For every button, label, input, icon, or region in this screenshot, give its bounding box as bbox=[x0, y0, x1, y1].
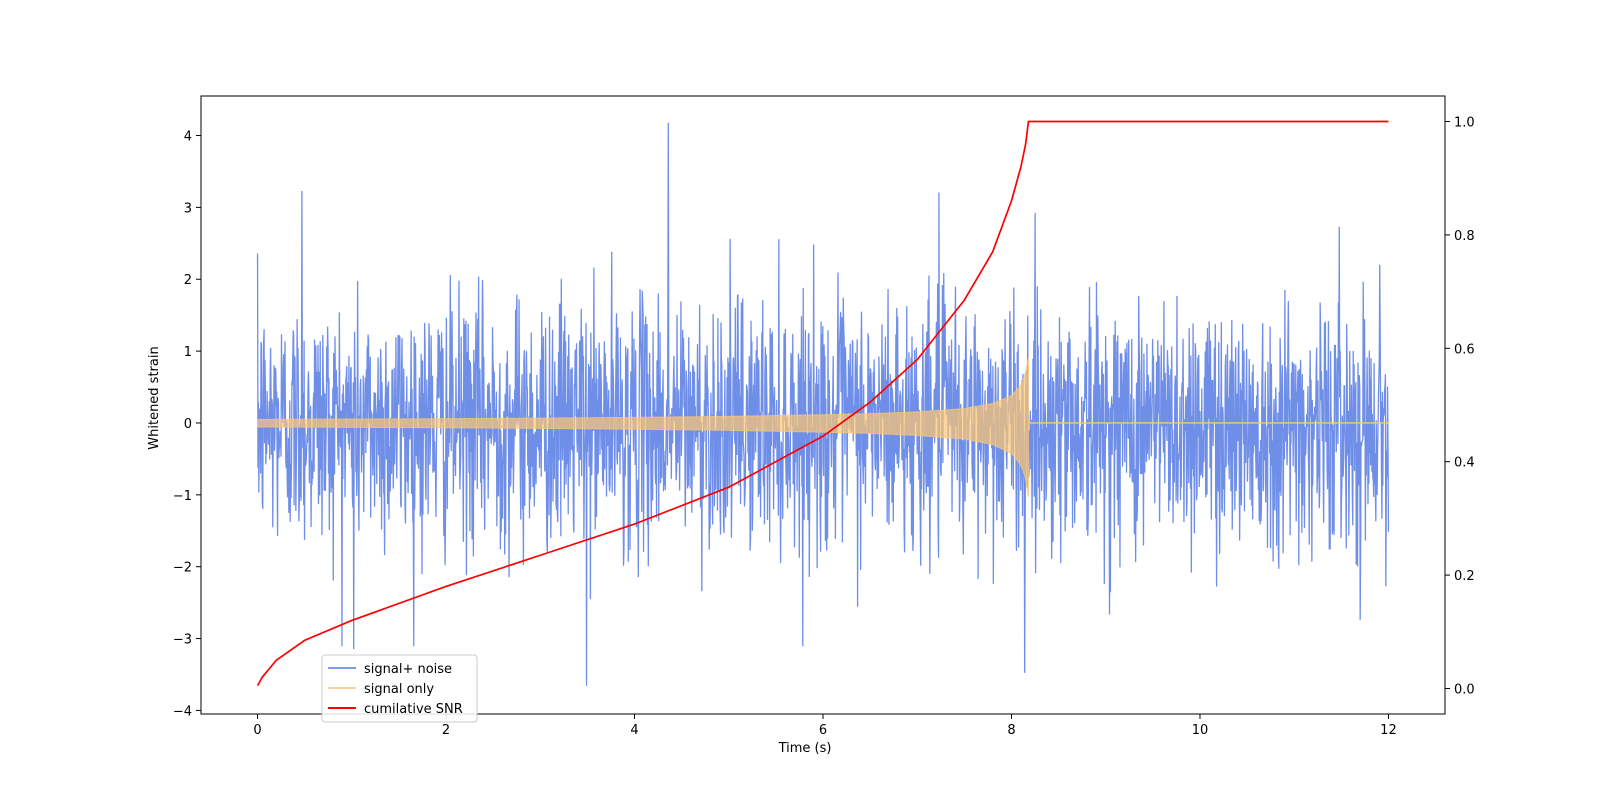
y-axis-label: Whitened strain bbox=[147, 346, 162, 449]
x-tick-label: 2 bbox=[442, 723, 450, 738]
y-tick-label: 1 bbox=[184, 345, 192, 360]
y2-tick-label: 0.8 bbox=[1454, 229, 1475, 244]
y-tick-label: −2 bbox=[173, 561, 192, 576]
y-tick-label: 3 bbox=[184, 201, 192, 216]
y-tick-label: −3 bbox=[173, 633, 192, 648]
legend-box bbox=[321, 654, 478, 723]
x-tick-label: 8 bbox=[1007, 723, 1015, 738]
x-tick-label: 12 bbox=[1380, 723, 1397, 738]
x-axis-label: Time (s) bbox=[778, 741, 832, 756]
y-tick-label: −4 bbox=[173, 704, 192, 719]
legend: signal+ noise signal only cumilative SNR bbox=[321, 654, 478, 723]
y2-tick-label: 0.2 bbox=[1454, 569, 1475, 584]
legend-label: signal+ noise bbox=[364, 662, 452, 677]
legend-label: signal only bbox=[364, 682, 434, 697]
x-tick-label: 6 bbox=[819, 723, 827, 738]
y-tick-label: 4 bbox=[184, 130, 192, 145]
x-tick-label: 4 bbox=[630, 723, 638, 738]
plot-area bbox=[256, 120, 1390, 687]
y-tick-label: 2 bbox=[184, 273, 192, 288]
y2-tick-label: 0.0 bbox=[1454, 682, 1475, 697]
y2-tick-label: 0.4 bbox=[1454, 456, 1475, 471]
series-signal-noise-line bbox=[256, 122, 1390, 686]
series-signal-only-band bbox=[257, 356, 1029, 498]
y-tick-label: 0 bbox=[184, 417, 192, 432]
y2-tick-label: 0.6 bbox=[1454, 342, 1475, 357]
y-tick-label: −1 bbox=[173, 489, 192, 504]
y2-tick-label: 1.0 bbox=[1454, 116, 1475, 131]
x-tick-label: 10 bbox=[1192, 723, 1209, 738]
x-tick-label: 0 bbox=[253, 723, 261, 738]
legend-label: cumilative SNR bbox=[364, 702, 463, 717]
series-cumulative-snr-line bbox=[256, 120, 1389, 687]
